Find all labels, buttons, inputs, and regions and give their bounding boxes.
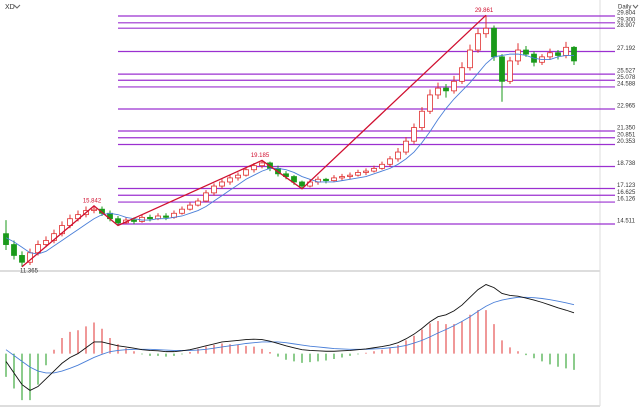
candle-body [475,33,481,51]
macd-dif [5,284,575,391]
candle-body [403,140,409,153]
candle-body [211,185,217,194]
candle-body [411,127,417,142]
extreme-label: 29.861 [475,8,494,14]
fib-label: 27.192 [617,46,636,52]
candle-body [187,204,193,210]
period-dropdown[interactable] [632,4,639,9]
candle-body [507,60,513,82]
candle-body [299,181,305,187]
candle-body [483,27,489,35]
candle-body [331,177,337,182]
candle-body [163,215,169,218]
extreme-label: 19.185 [251,153,270,159]
fib-label: 20.851 [617,132,636,138]
candle-body [499,56,505,82]
moving-average [5,53,574,255]
fib-label: 20.353 [617,139,636,145]
fib-label: 25.078 [617,75,636,81]
candle-body [387,158,393,165]
candle-body [115,218,121,224]
fib-label: 17.123 [617,183,636,189]
candle-body [459,67,465,82]
candle-body [419,110,425,128]
candle-body [571,46,577,62]
candle-body [235,174,241,179]
fib-label: 16.625 [617,190,636,196]
fib-label: 18.738 [617,161,636,167]
candle-body [227,177,233,183]
candle-body [19,255,25,263]
candle-body [179,208,185,214]
extreme-label: 11.365 [20,268,39,274]
candle-body [371,167,377,172]
candle-body [131,219,137,222]
fib-label: 28.907 [617,23,636,29]
candle-body [251,165,257,171]
candle-body [347,174,353,177]
fib-label: 29.300 [617,17,636,23]
candle-body [219,181,225,187]
candle-body [291,176,297,183]
period[interactable]: Daily [618,5,631,11]
trend-line [21,14,487,268]
fib-label: 24.588 [617,82,636,88]
candle-body [259,162,265,167]
candle-body [91,208,97,211]
extreme-label: 15.842 [83,198,102,204]
fib-label: 14.511 [617,219,636,225]
candle-body [563,46,569,56]
candle-body [11,244,17,256]
candle-body [43,240,49,245]
candle-body [203,192,209,202]
candle-body [547,52,553,58]
symbol[interactable]: XD [5,4,15,11]
candle-body [515,49,521,62]
fib-label: 29.804 [617,11,636,17]
symbol-dropdown[interactable] [13,4,21,9]
candle-body [339,176,345,179]
fib-label: 22.965 [617,104,636,110]
candle-body [523,49,529,55]
candle-body [147,216,153,220]
candle-body [491,27,497,58]
candle-body [555,52,561,56]
candle-body [467,49,473,69]
candle-body [451,80,457,92]
candle-body [243,169,249,176]
candle-body [195,200,201,206]
macd-dea [5,296,575,374]
candle-body [355,172,361,176]
candle-body [363,170,369,173]
candle-body [323,178,329,182]
fib-label: 21.350 [617,126,636,132]
candle-body [427,94,433,112]
candle-body [395,151,401,160]
candle-body [379,163,385,169]
candle-body [443,87,449,92]
candle-body [435,87,441,96]
fib-label: 16.126 [617,197,636,203]
fib-label: 25.527 [617,69,636,75]
